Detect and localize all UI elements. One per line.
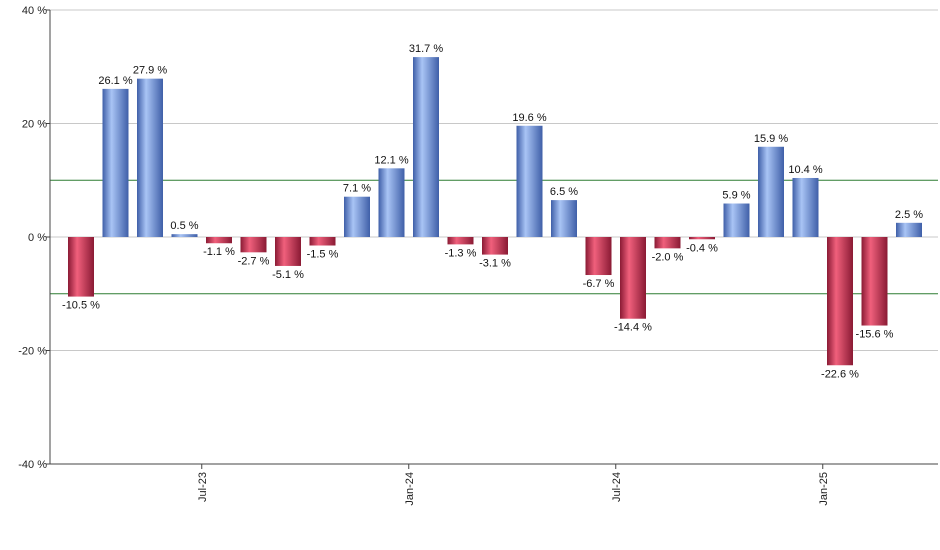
x-tick-label: Jul-23 (197, 472, 209, 502)
bar-value-label: 7.1 % (343, 183, 371, 195)
x-tick-label: Jan-24 (404, 472, 416, 506)
bar (344, 196, 370, 237)
bar-value-label: 31.7 % (409, 43, 443, 55)
bar-value-label: 15.9 % (754, 133, 788, 145)
y-tick-label: 0 % (28, 232, 47, 244)
bar-value-label: 2.5 % (895, 209, 923, 221)
y-tick-label: -40 % (18, 459, 47, 471)
bar (275, 237, 301, 266)
bar (378, 168, 405, 237)
bar-value-label: 26.1 % (98, 75, 132, 87)
bar-value-label: -1.3 % (445, 247, 477, 259)
bar (240, 237, 267, 253)
bar (723, 203, 750, 237)
bar-value-label: -2.0 % (652, 251, 684, 263)
x-tick-label: Jul-24 (611, 472, 623, 502)
bar-value-label: -22.6 % (821, 368, 859, 380)
bar-value-label: -14.4 % (614, 322, 652, 334)
bar (896, 222, 922, 237)
bar (447, 237, 474, 245)
bar (68, 237, 94, 297)
bar-value-label: -15.6 % (856, 329, 894, 341)
bar-value-label: 27.9 % (133, 65, 167, 77)
bar-value-label: -0.4 % (686, 242, 718, 254)
bar-value-label: -1.5 % (307, 249, 339, 261)
bar-value-label: -5.1 % (272, 269, 304, 281)
bar (689, 237, 715, 240)
bar (551, 200, 577, 237)
bar (792, 177, 819, 237)
bar-value-label: 0.5 % (170, 220, 198, 232)
bar (620, 237, 646, 319)
bar-value-label: -6.7 % (583, 278, 615, 290)
bar (413, 57, 439, 237)
bar (827, 237, 853, 366)
x-tick-label: Jan-25 (818, 472, 830, 506)
bar-value-label: 6.5 % (550, 186, 578, 198)
y-tick-label: 40 % (22, 5, 47, 17)
bar-value-label: -2.7 % (238, 255, 270, 267)
bar (482, 237, 508, 255)
bar-value-label: 19.6 % (512, 112, 546, 124)
bar (516, 125, 543, 237)
bar (137, 78, 163, 237)
bar-value-label: -10.5 % (62, 300, 100, 312)
bar (171, 234, 198, 237)
bar (758, 146, 784, 237)
bar (309, 237, 336, 246)
bar-value-label: 5.9 % (722, 190, 750, 202)
bar (206, 237, 232, 244)
data-labels: -10.5 % 26.1 %27.9 % 0.5 % -1.1 %-2.7 %-5.1… (62, 43, 923, 380)
bars (68, 57, 922, 366)
y-tick-label: 20 % (22, 119, 47, 131)
axes: 40 % 20 % 0 % -20 % -40 % Jul-23 Jan-24 Jul-24 J… (18, 5, 938, 506)
bar-value-label: -3.1 % (479, 258, 511, 270)
bar-value-label: 10.4 % (788, 164, 822, 176)
y-tick-label: -20 % (18, 346, 47, 358)
bar (654, 237, 681, 249)
bar (585, 237, 612, 276)
bar (102, 88, 129, 237)
bar (861, 237, 888, 326)
bar-value-label: -1.1 % (203, 246, 235, 258)
bar-value-label: 12.1 % (374, 154, 408, 166)
